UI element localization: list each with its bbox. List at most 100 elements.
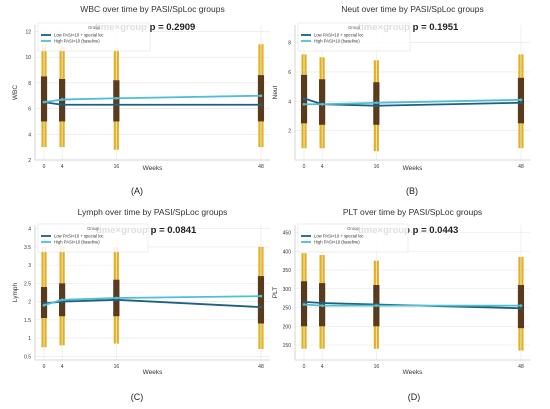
y-tick-label: 450 [283,231,292,237]
data-point [302,303,306,306]
x-tick-label: 4 [321,164,324,170]
legend-entry: Low PASI<10 + special loc [314,234,364,239]
y-axis-label: Lymph [12,282,19,302]
data-point [42,100,46,104]
x-tick-label: 16 [114,364,120,370]
x-tick-label: 16 [374,364,380,370]
legend-box [297,22,411,52]
legend-entry: High PASI>10 (baseline) [314,39,360,44]
data-point [519,304,523,308]
panel-letter: (C) [131,392,144,402]
legend-entry: Low PASI<10 + special loc [314,33,364,38]
series-line [303,97,521,107]
y-tick-label: 2.5 [24,281,31,287]
x-axis-label: Weeks [143,369,163,376]
x-tick-label: 4 [61,364,64,370]
data-point [259,294,263,298]
data-point [114,103,118,107]
x-tick-label: 48 [258,164,264,170]
data-point [302,300,306,304]
x-tick-label: 48 [518,364,524,370]
series-line [43,298,262,308]
series-line [43,101,261,106]
y-tick-label: 12 [25,29,31,35]
data-point [302,96,306,100]
chart-panel: 0.5 1 1.5 2 2.5 3 3.5 4 0 4 16 48 Lymph over time by… [12,207,270,402]
y-tick-label: 0.5 [24,354,31,360]
y-tick-label: 2 [28,300,31,306]
chart-panel: 150 200 250 300 350 400 450 0 4 16 48 PLT over time… [272,207,530,402]
legend-entry: High PASI>10 (baseline) [54,39,100,44]
data-point [302,102,306,106]
x-tick-label: 4 [321,364,324,370]
y-axis-label: WBC [12,85,19,100]
series-line [43,295,261,307]
panel-letter: (D) [408,392,421,402]
x-tick-label: 4 [61,164,64,170]
x-tick-label: 0 [43,364,46,370]
y-tick-label: 1.5 [24,318,31,324]
y-tick-label: 4 [288,99,291,105]
y-tick-label: 250 [283,306,292,312]
legend-title: Group [87,226,99,231]
x-axis-label: Weeks [403,165,423,172]
data-point [60,298,64,302]
data-point [259,305,263,309]
data-point [519,98,523,102]
chart-title: Lymph over time by PASI/SpLoc groups [78,207,228,217]
y-tick-label: 10 [25,55,31,61]
y-tick-label: 2 [288,129,291,135]
legend-entry: High PASI>10 (baseline) [54,240,100,245]
x-tick-label: 16 [374,164,380,170]
x-tick-label: 48 [258,364,264,370]
y-tick-label: 6 [28,107,31,113]
y-axis-label: PLT [272,287,279,298]
legend-box [37,223,149,253]
y-tick-label: 4 [28,132,31,138]
y-tick-label: 8 [288,41,291,47]
legend-entry: Low PASI<10 + special loc [54,33,104,38]
series-line [303,303,521,307]
series-line [304,98,521,106]
x-tick-label: 0 [303,164,306,170]
data-point [320,102,324,106]
y-tick-label: 4 [28,227,31,233]
panel-letter: (B) [406,186,418,196]
x-tick-label: 48 [518,164,524,170]
legend-entry: High PASI>10 (baseline) [314,240,360,245]
chart-title: Neut over time by PASI/SpLoc groups [341,4,484,14]
y-tick-label: 2 [28,158,31,164]
x-tick-label: 0 [43,164,46,170]
data-point [114,296,118,300]
data-point [60,98,64,101]
data-point [374,304,378,308]
data-point [259,103,263,107]
legend-title: Group [348,25,360,30]
panel-letter: (A) [131,186,143,196]
y-tick-label: 400 [283,249,292,255]
chart-title: WBC over time by PASI/SpLoc groups [80,4,224,14]
legend-box [297,223,409,253]
y-tick-label: 300 [283,287,292,293]
y-tick-label: 6 [288,70,291,76]
y-tick-label: 3 [28,263,31,269]
data-point [374,101,378,105]
y-tick-label: 1 [28,336,31,342]
data-point [60,103,64,107]
legend-title: Group [88,25,100,30]
chart-title: PLT over time by PASI/SpLoc groups [343,207,482,217]
data-point [320,301,324,305]
x-tick-label: 16 [114,164,120,170]
series-line [43,94,261,104]
x-tick-label: 0 [303,364,306,370]
data-point [374,104,378,108]
data-point [519,306,523,310]
y-tick-label: 8 [28,81,31,87]
data-point [114,96,118,100]
y-axis-label: Neut [272,85,279,99]
